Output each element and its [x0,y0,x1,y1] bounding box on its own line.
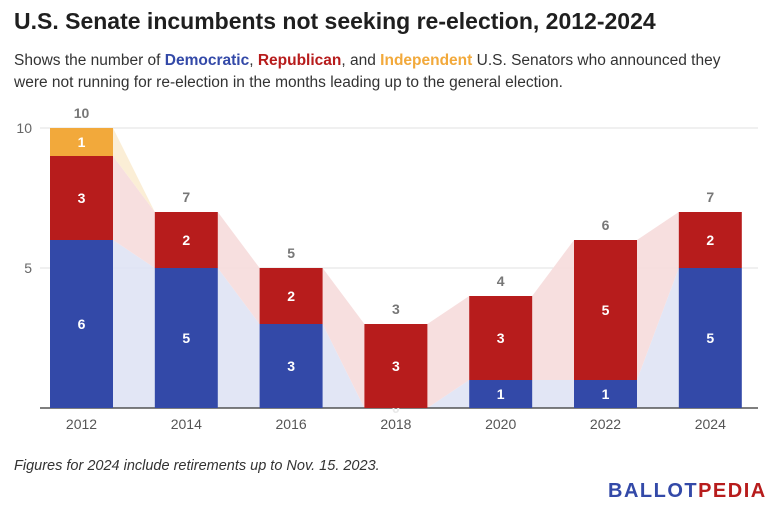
band-democratic-2014-2016 [217,268,260,408]
total-label-2016: 5 [287,245,295,261]
band-democratic-2018-2020 [427,380,470,408]
chart-subtitle: Shows the number of Democratic, Republic… [14,50,754,94]
data-label-republican-2016: 2 [287,288,295,304]
bar-republican-2020 [469,296,533,380]
bar-republican-2022 [574,240,637,380]
y-tick-label-5: 5 [24,260,32,276]
data-label-democratic-2016: 3 [287,358,295,374]
ballotpedia-logo: BALLOTPEDIA [608,480,767,503]
data-label-independent-2012: 1 [78,134,86,150]
x-tick-label-2012: 2012 [66,416,97,432]
bar-democratic-2022 [574,380,637,408]
data-label-republican-2024: 2 [706,232,714,248]
band-republican-2012-2014 [113,156,155,268]
x-tick-label-2024: 2024 [695,416,726,432]
band-republican-2022-2024 [637,212,679,380]
subtitle-republican: Republican [257,52,342,69]
data-label-democratic-2012: 6 [78,316,86,332]
data-label-republican-2020: 3 [497,330,505,346]
subtitle-prefix: Shows the number of [14,52,165,69]
data-label-republican-2014: 2 [182,232,190,248]
subtitle-sep2: , and [341,52,381,69]
total-label-2018: 3 [392,301,400,317]
band-republican-2016-2018 [322,268,365,408]
chart-title: U.S. Senate incumbents not seeking re-el… [14,8,656,34]
subtitle-suffix: U.S. Senators who announced they were no… [14,52,721,91]
footnote: Figures for 2024 include retirements up … [14,458,380,474]
y-tick-label-10: 10 [16,120,32,136]
total-label-2012: 10 [74,105,90,121]
bar-republican-2018 [364,324,428,408]
total-label-2024: 7 [706,189,714,205]
data-label-democratic-2014: 5 [182,330,190,346]
bar-independent-2012 [50,128,113,156]
logo-part-ballot: BALLOT [608,480,699,502]
bar-democratic-2014 [154,268,218,408]
data-label-democratic-2020: 1 [497,386,505,402]
x-tick-label-2016: 2016 [276,416,307,432]
band-republican-2020-2022 [532,240,574,380]
subtitle-independent: Independent [380,52,473,69]
total-label-2022: 6 [602,217,610,233]
bar-democratic-2024 [678,268,742,408]
bar-democratic-2016 [259,324,323,408]
bar-democratic-2012 [50,240,113,408]
bar-democratic-2020 [469,380,533,408]
bar-republican-2014 [154,212,218,268]
band-democratic-2012-2014 [113,240,155,408]
x-tick-label-2022: 2022 [590,416,621,432]
band-democratic-2022-2024 [637,268,679,408]
data-label-democratic-2024: 5 [706,330,714,346]
band-independent-2012-2014 [113,128,155,212]
x-tick-label-2014: 2014 [171,416,202,432]
band-republican-2018-2020 [427,296,470,408]
x-tick-label-2020: 2020 [485,416,516,432]
band-democratic-2020-2022 [532,380,574,408]
subtitle-sep1: , [249,52,258,69]
bar-republican-2024 [678,212,742,268]
subtitle-democratic: Democratic [164,52,250,69]
bar-republican-2016 [259,268,323,324]
total-label-2020: 4 [497,273,505,289]
band-republican-2014-2016 [217,212,260,324]
data-label-republican-2022: 5 [602,302,610,318]
data-label-democratic-2022: 1 [602,386,610,402]
stacked-bar-chart: 5106311020125272014325201603320181342020… [16,105,758,432]
total-label-2014: 7 [182,189,190,205]
data-label-republican-2018: 3 [392,358,400,374]
x-tick-label-2018: 2018 [380,416,411,432]
bar-republican-2012 [50,156,113,240]
logo-part-pedia: PEDIA [698,480,767,502]
data-label-republican-2012: 3 [78,190,86,206]
